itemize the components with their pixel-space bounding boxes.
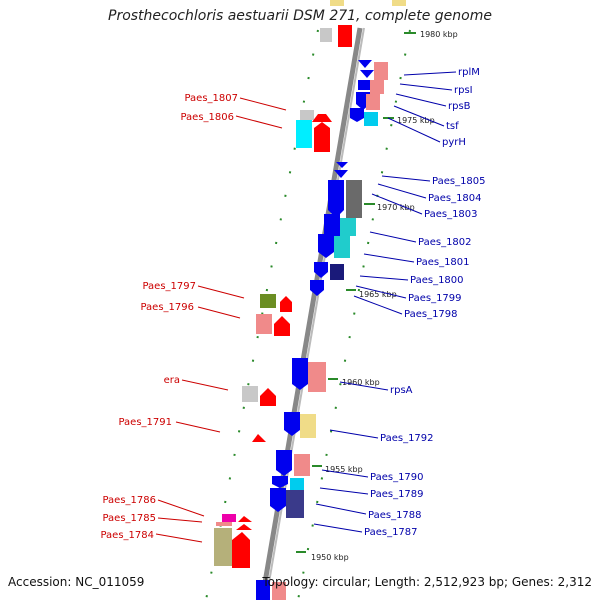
gene-label: Paes_1798 (404, 309, 458, 320)
gene-label: rpsI (454, 85, 473, 96)
right-leader-lines (313, 71, 457, 533)
kbp-marker: 1955 kbp (325, 465, 363, 474)
gene-label: Paes_1791 (118, 417, 172, 428)
kbp-marker: 1950 kbp (311, 553, 349, 562)
accession-number: Accession: NC_011059 (8, 575, 145, 589)
kbp-marker: 1980 kbp (420, 30, 458, 39)
gene-label: Paes_1807 (184, 93, 238, 104)
left-gene-labels: Paes_1807 Paes_1806 Paes_1797 Paes_1796 … (100, 93, 238, 541)
gene-label: Paes_1796 (140, 302, 194, 313)
gene-label: Paes_1792 (380, 433, 434, 444)
gene-label: rplM (458, 67, 480, 78)
gene-label: pyrH (442, 137, 466, 148)
right-tick-rail (297, 29, 411, 600)
left-leader-lines (155, 97, 287, 543)
gene-label: Paes_1805 (432, 176, 486, 187)
gene-label: Paes_1785 (102, 513, 156, 524)
genome-title: Prosthecochloris aestuarii DSM 271, comp… (108, 8, 492, 24)
kbp-marker: 1960 kbp (342, 378, 380, 387)
gene-label: Paes_1801 (416, 257, 470, 268)
gene-label: Paes_1802 (418, 237, 472, 248)
gene-label: Paes_1784 (100, 530, 154, 541)
kbp-marker: 1975 kbp (397, 116, 435, 125)
genome-summary: Topology: circular; Length: 2,512,923 bp… (262, 575, 592, 589)
right-gene-labels: rplM rpsI rpsB tsf pyrH Paes_1805 Paes_1… (364, 67, 486, 538)
gene-label: Paes_1804 (428, 193, 482, 204)
gene-label: tsf (446, 121, 459, 132)
left-strand-genes (214, 110, 332, 568)
gene-label: Paes_1786 (102, 495, 156, 506)
gene-label: rpsB (448, 101, 471, 112)
gene-label: Paes_1803 (424, 209, 478, 220)
genome-backbone-shadow (265, 27, 365, 600)
kbp-marker: 1970 kbp (377, 203, 415, 212)
right-strand-genes (256, 60, 388, 600)
kbp-marker: 1965 kbp (359, 290, 397, 299)
gene-label: Paes_1790 (370, 472, 424, 483)
gene-label: Paes_1789 (370, 489, 424, 500)
gene-features-top (320, 0, 406, 47)
gene-label: era (164, 375, 180, 386)
gene-label: Paes_1806 (180, 112, 234, 123)
gene-label: Paes_1797 (142, 281, 196, 292)
gene-label: Paes_1788 (368, 510, 422, 521)
gene-label: Paes_1787 (364, 527, 418, 538)
gene-label: Paes_1800 (410, 275, 464, 286)
gene-label: rpsA (390, 385, 413, 396)
gene-label: Paes_1799 (408, 293, 462, 304)
